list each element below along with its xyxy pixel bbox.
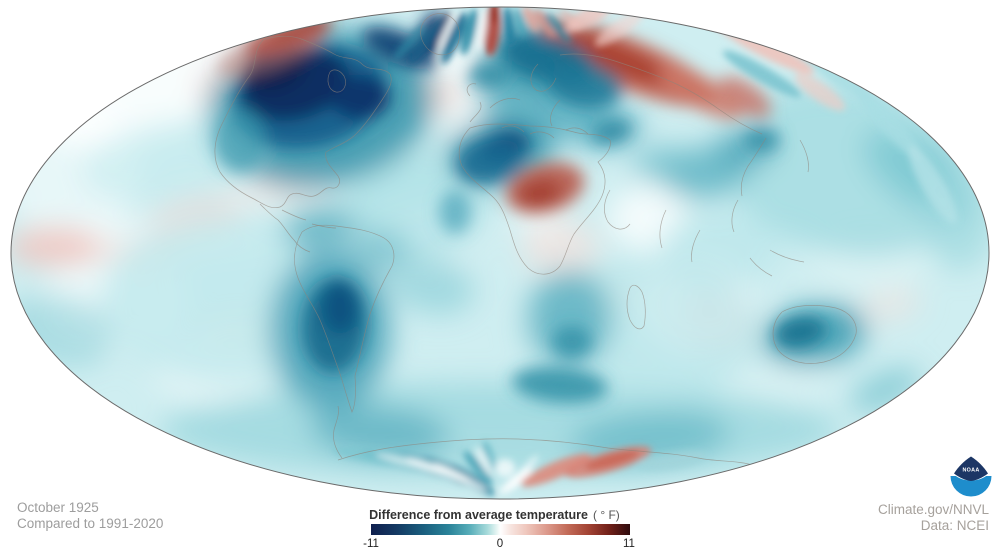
coast-new-zealand <box>911 385 939 417</box>
noaa-logo-text: NOAA <box>962 468 979 474</box>
noaa-logo-shield <box>954 456 988 481</box>
map-boundary-outline <box>10 6 990 500</box>
colorbar-tick-min: -11 <box>363 538 379 550</box>
credits-block: Climate.gov/NNVL Data: NCEI <box>878 502 990 533</box>
coast-asia <box>559 53 809 277</box>
caption-baseline: Compared to 1991-2020 <box>17 516 163 531</box>
colorbar-tick-max: 11 <box>623 538 635 550</box>
coast-hudson-bay <box>327 69 346 93</box>
colorbar <box>371 524 630 535</box>
caption-block: October 1925 Compared to 1991-2020 <box>17 500 163 531</box>
legend-unit: ( ° F) <box>593 508 620 522</box>
noaa-logo-wave <box>950 476 992 497</box>
legend-title: Difference from average temperature <box>369 508 588 522</box>
coastlines <box>214 13 939 467</box>
globe-map <box>11 7 989 499</box>
coast-africa <box>458 123 611 275</box>
colorbar-tick-mid: 0 <box>497 538 503 550</box>
coast-madagascar <box>626 284 646 330</box>
anomaly-field-core-layer <box>214 11 826 404</box>
credit-data: Data: NCEI <box>921 518 989 533</box>
noaa-logo: NOAA <box>950 455 992 497</box>
coast-south-america <box>294 224 395 413</box>
credit-source: Climate.gov/NNVL <box>878 502 990 517</box>
coast-north-america <box>214 35 392 209</box>
coast-europe <box>466 63 589 139</box>
coast-antarctica <box>333 405 757 467</box>
legend: Difference from average temperature ( ° … <box>363 508 635 550</box>
caption-date: October 1925 <box>17 500 99 515</box>
coast-central-america <box>259 203 337 253</box>
coast-australia <box>772 305 857 364</box>
coast-greenland <box>420 13 460 56</box>
